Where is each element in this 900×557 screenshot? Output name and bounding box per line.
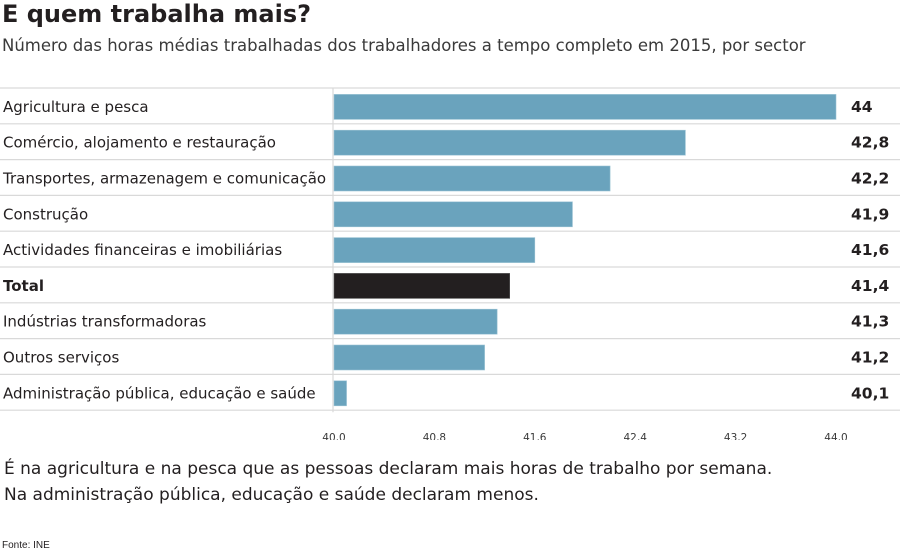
category-label: Construção [3, 205, 88, 223]
category-label: Actividades financeiras e imobiliárias [3, 241, 282, 259]
bar-chart: Agricultura e pesca 44 Comércio, alojament… [0, 87, 900, 440]
value-label: 44 [851, 98, 873, 116]
value-label: 42,2 [851, 170, 889, 188]
x-tick-label: 41,6 [523, 432, 547, 440]
x-tick-label: 40,8 [423, 432, 446, 440]
value-label: 40,1 [851, 384, 889, 402]
bar [333, 201, 573, 228]
x-tick-label: 44,0 [824, 432, 847, 440]
category-label: Administração pública, educação e saúde [3, 384, 316, 402]
bar [333, 344, 485, 371]
bar [333, 237, 536, 263]
source-label: Fonte: INE [2, 540, 50, 551]
chart-subtitle: Número das horas médias trabalhadas dos … [2, 36, 806, 55]
value-label: 41,2 [851, 349, 889, 367]
x-tick-label: 42,4 [624, 432, 648, 440]
category-label: Agricultura e pesca [3, 98, 149, 116]
category-label: Transportes, armazenagem e comunicação [2, 170, 326, 188]
bar [333, 165, 611, 192]
value-label: 41,3 [851, 313, 889, 331]
category-label: Total [3, 277, 44, 295]
x-tick-label: 40,0 [322, 432, 345, 440]
category-label: Outros serviços [3, 349, 119, 367]
bar [333, 129, 686, 156]
category-label: Comércio, alojamento e restauração [3, 134, 276, 152]
value-label: 41,6 [851, 241, 889, 259]
note-line-1: É na agricultura e na pesca que as pesso… [4, 459, 773, 479]
value-label: 42,8 [851, 134, 889, 152]
bar [333, 94, 837, 120]
x-tick-label: 43,2 [724, 432, 747, 440]
value-label: 41,9 [851, 205, 889, 223]
chart-title: E quem trabalha mais? [2, 0, 312, 28]
category-label: Indústrias transformadoras [3, 313, 207, 331]
bar [333, 308, 498, 335]
bar [333, 380, 347, 407]
value-label: 41,4 [851, 277, 889, 295]
bar [333, 273, 510, 299]
note-line-2: Na administração pública, educação e saú… [4, 485, 539, 505]
